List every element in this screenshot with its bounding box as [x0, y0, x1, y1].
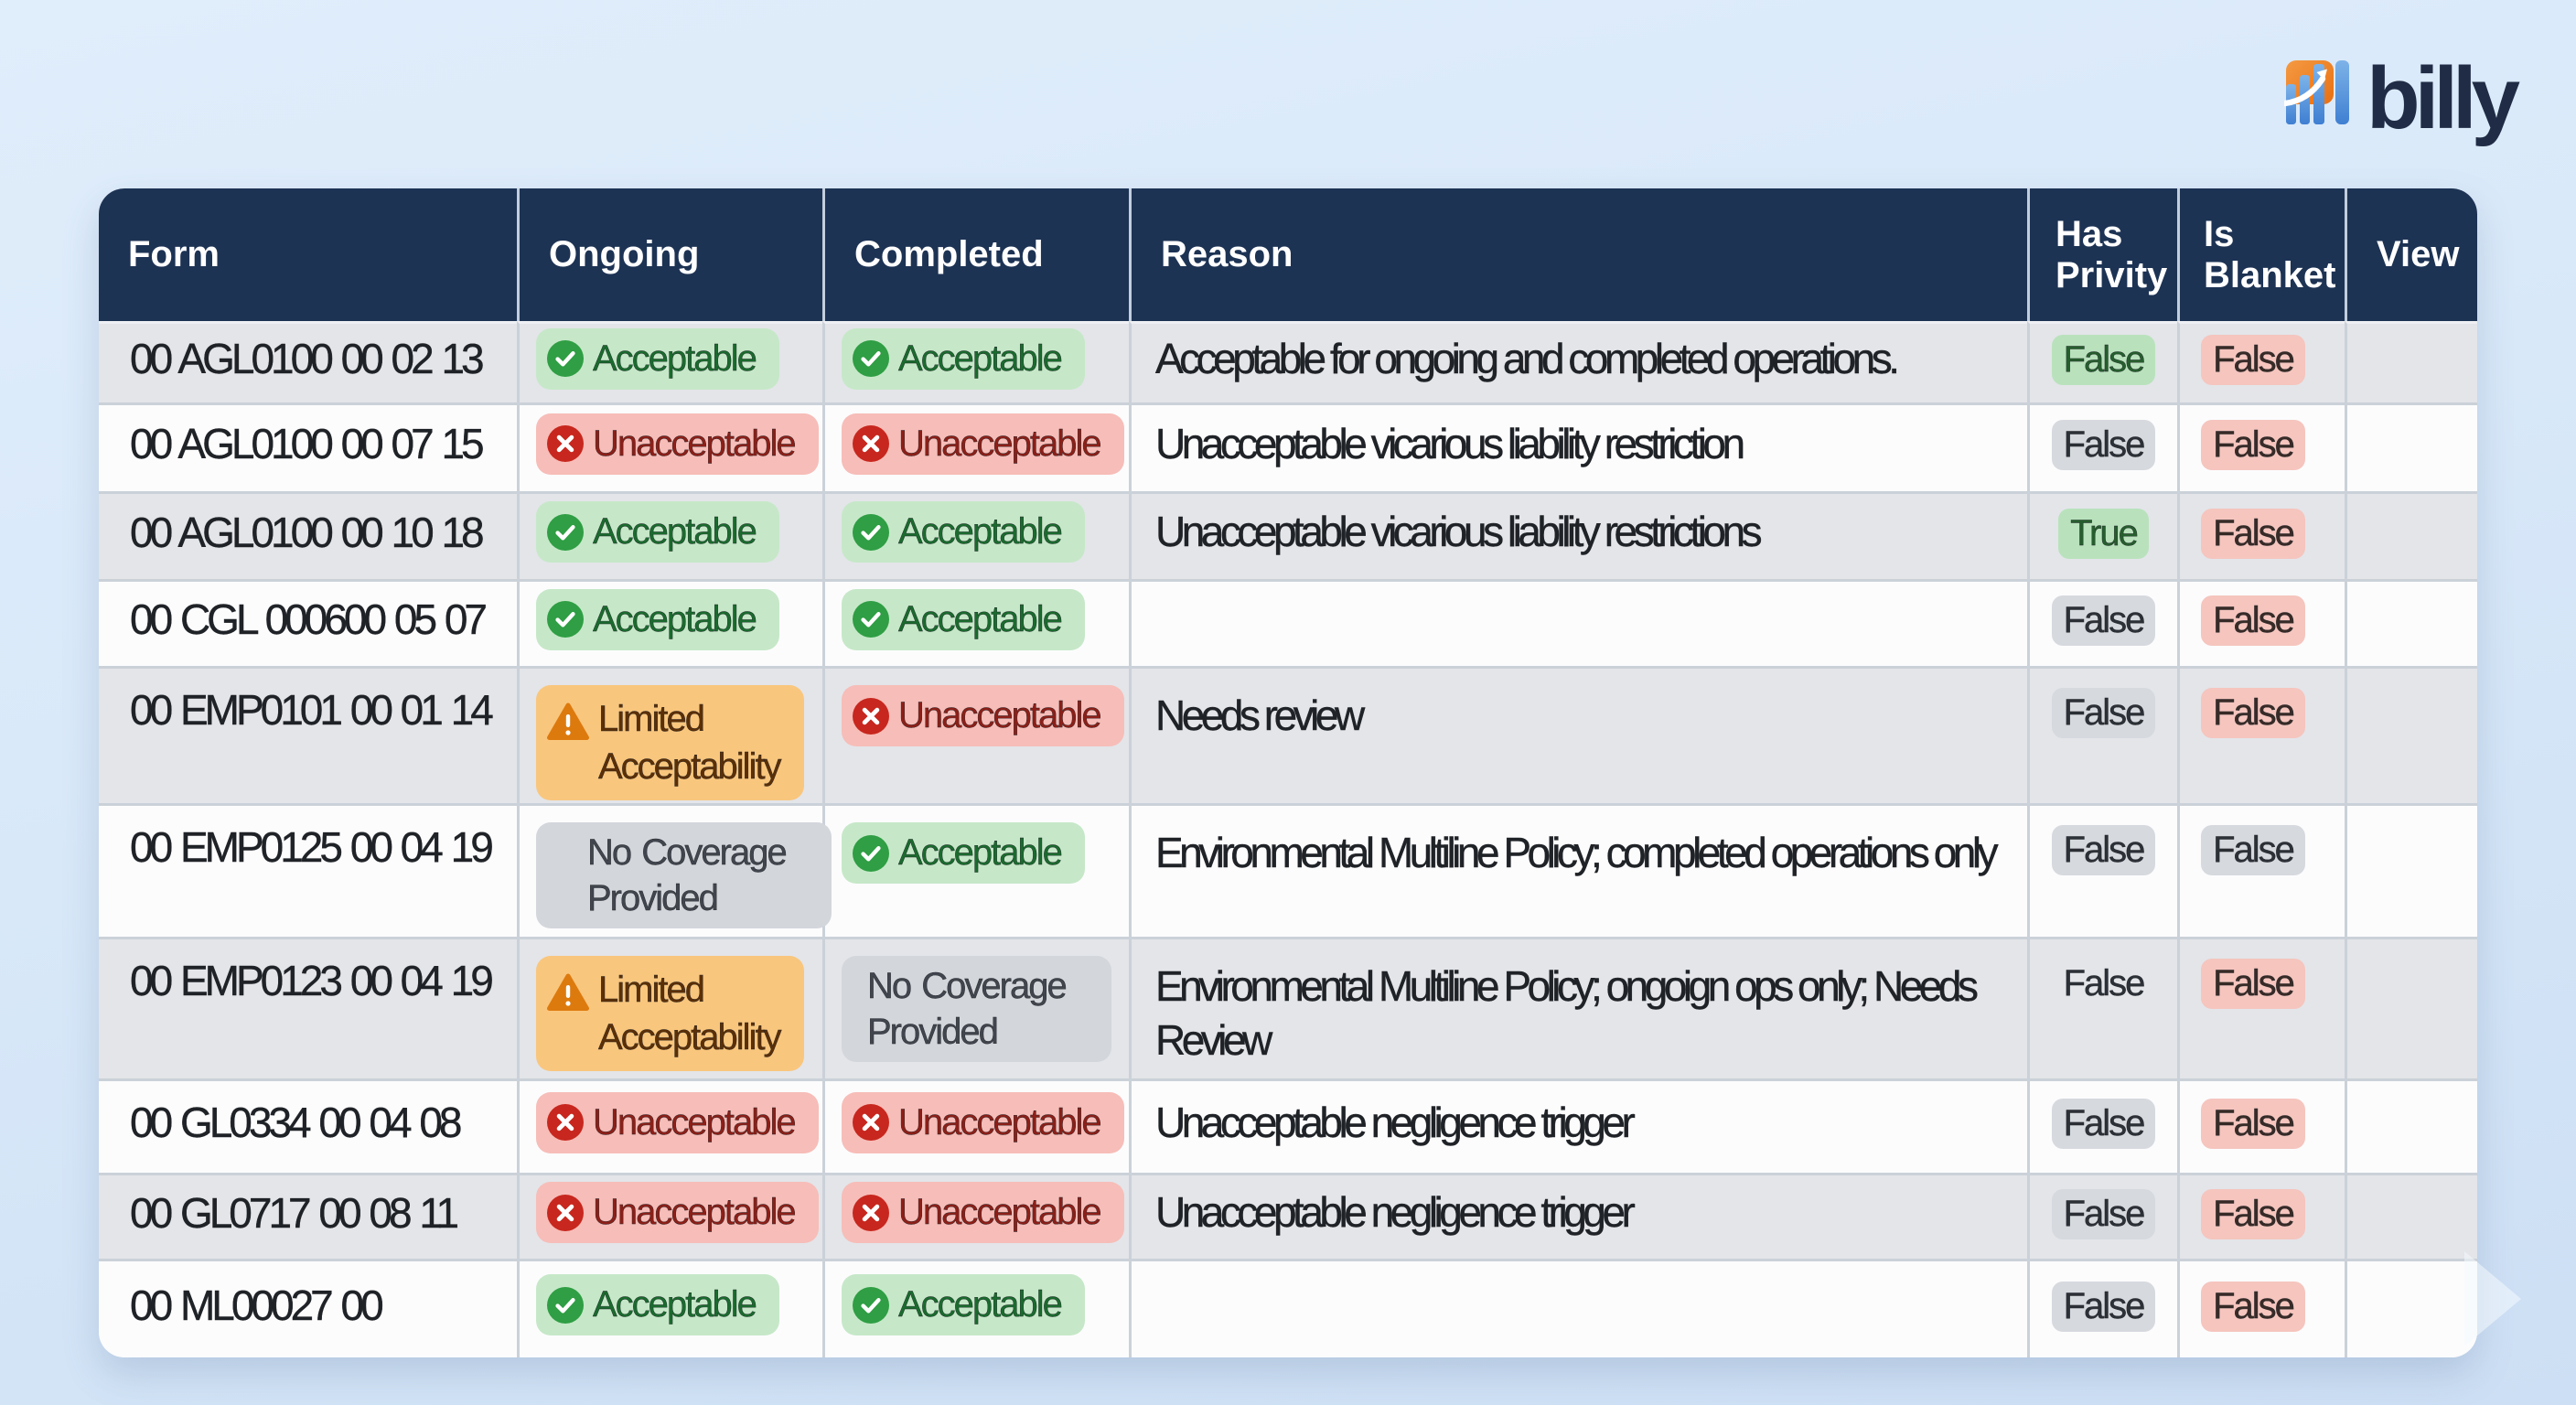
svg-text:billy: billy: [2367, 55, 2520, 147]
